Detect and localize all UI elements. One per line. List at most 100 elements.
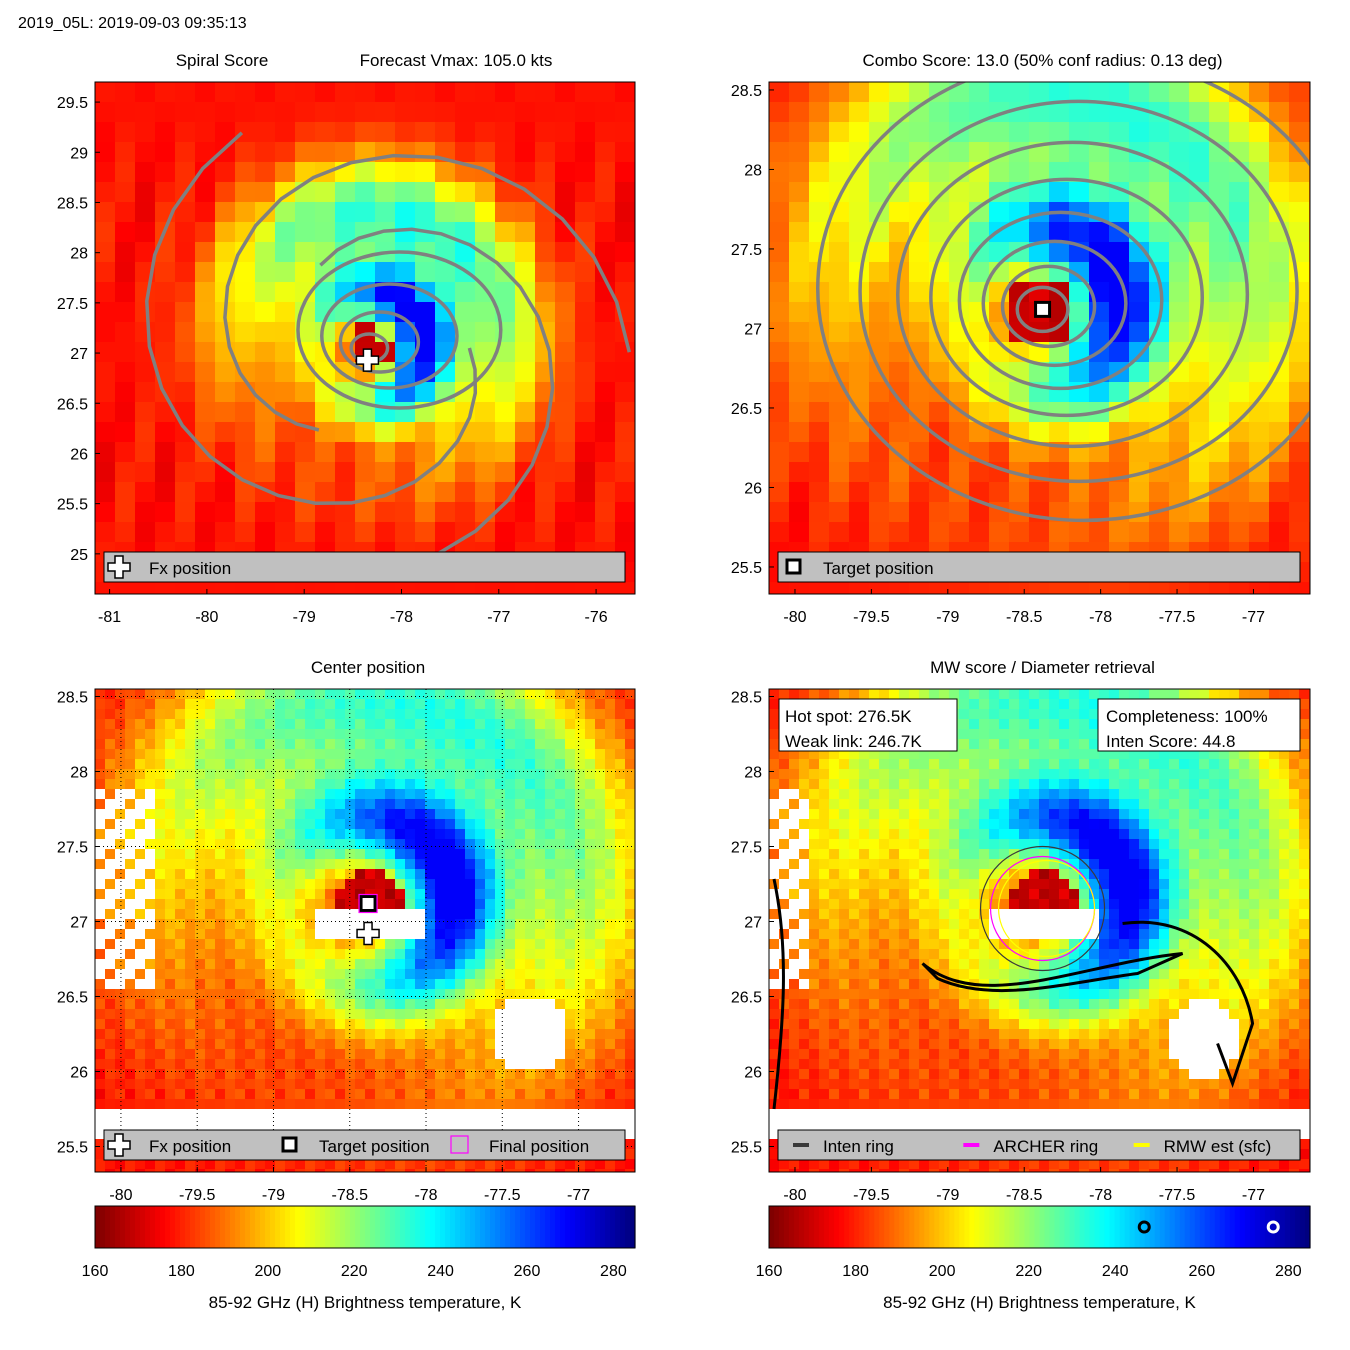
colorbar-cell xyxy=(959,1206,965,1248)
info-box-left: Hot spot: 276.5K Weak link: 246.7K xyxy=(778,698,958,752)
colorbar-cell xyxy=(829,1206,835,1248)
axes-frame xyxy=(768,688,1311,1173)
colorbar-cell xyxy=(560,1206,566,1248)
colorbar-cell xyxy=(330,1206,336,1248)
colorbar-cell xyxy=(260,1206,266,1248)
colorbar-cell xyxy=(155,1206,161,1248)
info-text: Hot spot: 276.5K xyxy=(785,707,912,726)
colorbar-cell xyxy=(160,1206,166,1248)
score-contour xyxy=(896,140,1250,449)
colorbar-cell xyxy=(305,1206,311,1248)
panel-1: Spiral Score Forecast Vmax: 105.0 kts -81 -… xyxy=(57,51,636,626)
score-contour xyxy=(981,239,1128,368)
colorbar-cell xyxy=(595,1206,601,1248)
colorbar-cell xyxy=(310,1206,316,1248)
x-tick-label: -79.5 xyxy=(179,1187,216,1204)
colorbar-cell xyxy=(1099,1206,1106,1248)
info-text: Inten Score: 44.8 xyxy=(1106,732,1235,751)
colorbar-cell xyxy=(465,1206,471,1248)
x-tick-label: -80 xyxy=(783,609,806,626)
colorbar-cell xyxy=(200,1206,206,1248)
colorbar-cell xyxy=(335,1206,341,1248)
y-tick-label: 27.5 xyxy=(57,296,88,313)
panel-4: MW score / Diameter retrieval -80 -79.5 -79… xyxy=(731,658,1311,1312)
y-tick-label: 25.5 xyxy=(57,497,88,514)
colorbar-cell xyxy=(1039,1206,1046,1248)
info-box-right: Completeness: 100% Inten Score: 44.8 xyxy=(1097,698,1301,752)
hot-spot-marker xyxy=(1266,1220,1280,1234)
colorbar-cell xyxy=(590,1206,596,1248)
legend-symbol xyxy=(785,558,802,575)
colorbar-cell xyxy=(804,1206,810,1248)
y-tick-label: 27.5 xyxy=(57,840,88,857)
x-tick-label: -77.5 xyxy=(1159,609,1196,626)
colorbar-cell xyxy=(285,1206,291,1248)
colorbar-cell xyxy=(110,1206,116,1248)
colorbar-cell xyxy=(240,1206,246,1248)
y-tick-label: 28 xyxy=(70,246,88,263)
x-tick-label: -80 xyxy=(109,1187,132,1204)
colorbar-cell xyxy=(1279,1206,1286,1248)
colorbar-cell xyxy=(385,1206,391,1248)
colorbar-cell xyxy=(814,1206,820,1248)
colorbar-cell xyxy=(270,1206,276,1248)
y-tick-label: 26.5 xyxy=(57,396,88,413)
x-tick-label: -77.5 xyxy=(1159,1187,1196,1204)
x-tick-label: -79 xyxy=(936,609,959,626)
colorbar-cell xyxy=(1144,1206,1151,1248)
spiral-contour xyxy=(145,131,478,505)
colorbar-cell xyxy=(1049,1206,1056,1248)
colorbar-cell xyxy=(1199,1206,1206,1248)
colorbar-cell xyxy=(924,1206,930,1248)
legend-symbol xyxy=(107,555,131,579)
colorbar-cell xyxy=(625,1206,631,1248)
colorbar-cell xyxy=(784,1206,790,1248)
colorbar-cell xyxy=(824,1206,830,1248)
colorbar-tick-label: 160 xyxy=(756,1263,783,1280)
colorbar-cell xyxy=(1244,1206,1251,1248)
y-tick-label: 28.5 xyxy=(57,195,88,212)
colorbar-cell xyxy=(949,1206,955,1248)
colorbar-cell xyxy=(480,1206,486,1248)
colorbar-cell xyxy=(630,1206,636,1248)
colorbar-cell xyxy=(1269,1206,1276,1248)
colorbar-cell xyxy=(555,1206,561,1248)
colorbar-cell xyxy=(1249,1206,1256,1248)
colorbar-cell xyxy=(515,1206,521,1248)
colorbar-cell xyxy=(1119,1206,1126,1248)
colorbar-tick-label: 200 xyxy=(254,1263,281,1280)
colorbar-cell xyxy=(405,1206,411,1248)
colorbar-cell xyxy=(315,1206,321,1248)
colorbar-cell xyxy=(245,1206,251,1248)
colorbar-cell xyxy=(265,1206,271,1248)
y-tick-label: 27 xyxy=(70,915,88,932)
colorbar-cell xyxy=(839,1206,845,1248)
score-contour xyxy=(1000,264,1097,349)
y-tick-label: 29.5 xyxy=(57,95,88,112)
colorbar-cell xyxy=(165,1206,171,1248)
colorbar-cell xyxy=(1189,1206,1196,1248)
colorbar-cell xyxy=(140,1206,146,1248)
colorbar-cell xyxy=(220,1206,226,1248)
colorbar-cell xyxy=(1084,1206,1091,1248)
colorbar-cell xyxy=(844,1206,850,1248)
colorbar-cell xyxy=(375,1206,381,1248)
colorbar-cell xyxy=(934,1206,940,1248)
colorbar-cell xyxy=(874,1206,880,1248)
heatmap xyxy=(95,689,635,1172)
colorbar-cell xyxy=(255,1206,261,1248)
legend: Fx position Target position Final position xyxy=(103,1129,626,1161)
colorbar-cell xyxy=(475,1206,481,1248)
weak-link-marker xyxy=(1137,1220,1151,1234)
colorbar-cell xyxy=(175,1206,181,1248)
colorbar-cell xyxy=(789,1206,795,1248)
colorbar-cell xyxy=(854,1206,860,1248)
y-tick-label: 27.5 xyxy=(731,242,762,259)
colorbar-cell xyxy=(1004,1206,1011,1248)
colorbar-cell xyxy=(1044,1206,1051,1248)
colorbar-cell xyxy=(115,1206,121,1248)
colorbar-cell xyxy=(425,1206,431,1248)
spiral-contour xyxy=(223,153,631,432)
weak-link-contour xyxy=(1122,920,1255,1088)
colorbar-cell xyxy=(859,1206,865,1248)
